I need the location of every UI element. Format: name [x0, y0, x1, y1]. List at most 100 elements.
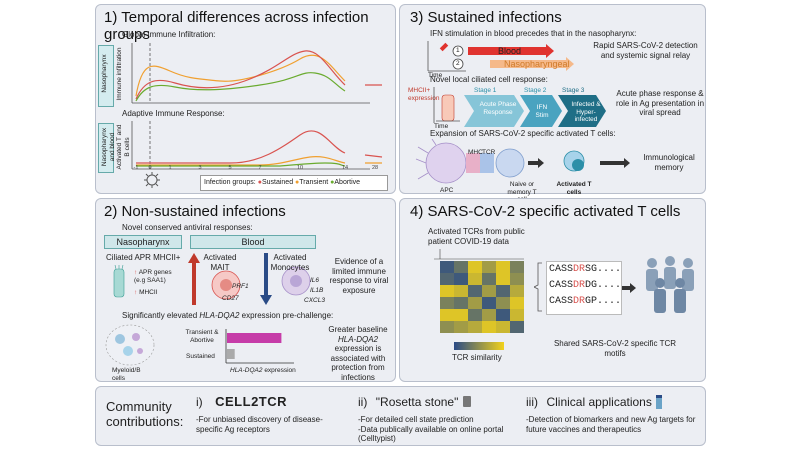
heatmap-cell	[454, 261, 468, 273]
tcr-label: TCR	[482, 149, 496, 156]
ifn-timeline	[427, 41, 574, 72]
heatmap-cell	[496, 285, 510, 297]
tcr-sequence-2: CASSDRDG....	[549, 280, 622, 291]
step-one: 1	[456, 47, 460, 54]
legend-item-sustained: ●Sustained	[257, 179, 294, 186]
tcr-sequence-3: CASSDRGP....	[549, 296, 622, 307]
panel1-title: 1) Temporal differences across infection…	[104, 9, 369, 43]
heatmap-cell	[482, 273, 496, 285]
heatmap-cell	[510, 285, 524, 297]
greater-baseline-text: Greater baseline HLA-DQA2 expression is …	[328, 325, 388, 382]
timepoint-tick: 1	[168, 165, 171, 171]
mhcii-label: ↑ MHCII	[134, 289, 158, 296]
clinical-title: Clinical applications	[546, 395, 652, 409]
heatmap-cell	[454, 309, 468, 321]
heatmap-cell	[468, 261, 482, 273]
stage-chevrons	[464, 95, 606, 127]
hla-bar-chart	[225, 329, 294, 364]
heatmap-cell	[454, 297, 468, 309]
up-arrow-icon: ↑	[134, 269, 138, 276]
expansion-label: Expansion of SARS-CoV-2 specific activat…	[430, 129, 616, 138]
heatmap-cell	[510, 309, 524, 321]
person-icon: ●	[295, 179, 300, 186]
tcr-sequence-1: CASSDRSG....	[549, 264, 622, 275]
tcell-expansion-diagram	[415, 139, 630, 184]
heatmap-cell	[440, 261, 454, 273]
time-label-2: Time	[434, 123, 449, 130]
tcr-similarity-label: TCR similarity	[452, 353, 502, 362]
naso-arrow-label: Nasopharyngeal	[504, 59, 570, 69]
infection-groups-legend: Infection groups: ●Sustained ●Transient …	[200, 175, 388, 191]
tcr-sequence-text: CASSDRDG	[549, 280, 598, 291]
heatmap-cell	[454, 273, 468, 285]
tcr-data-label: Activated TCRs from public patient COVID…	[428, 227, 525, 246]
heatmap-cell	[440, 285, 454, 297]
ciliated-apr-label: Ciliated APR MHCII+	[106, 253, 181, 262]
heatmap-cell	[468, 321, 482, 333]
heatmap-cell	[440, 297, 454, 309]
tcr-sequence-box: CASSDRSG.... CASSDRDG.... CASSDRGP....	[546, 261, 622, 315]
heatmap-cell	[510, 273, 524, 285]
panel4-title: 4) SARS-CoV-2 specific activated T cells	[410, 203, 681, 220]
acute-phase-text: Acute phase response & role in Ag presen…	[615, 89, 705, 117]
heatmap-cell	[468, 273, 482, 285]
heatmap-cell	[482, 321, 496, 333]
contribution-rosetta: ii) "Rosetta stone" -For detailed cell s…	[358, 393, 518, 444]
heatmap-cell	[482, 261, 496, 273]
stage-3-text: Infected & Hyper-infected	[571, 101, 601, 123]
heatmap-cell	[454, 285, 468, 297]
heatmap-cell	[468, 285, 482, 297]
timepoint-tick: 5	[228, 165, 231, 171]
person-icon: ●	[330, 179, 335, 186]
activated-tcells-label: Activated T cells	[556, 181, 592, 196]
community-title: Community contributions:	[106, 399, 184, 429]
time-label-1: Time	[428, 72, 443, 79]
hla-title: Significantly elevated HLA-DQA2 expressi…	[122, 311, 334, 320]
ciliated-cell-icon	[433, 87, 460, 123]
apc-label: APC	[440, 187, 454, 194]
blood-arrows	[188, 253, 311, 305]
bar-transient-abortive	[227, 333, 282, 343]
heatmap-cell	[440, 321, 454, 333]
myeloid-b-cells-icon	[105, 324, 155, 366]
virus-icon	[144, 172, 160, 188]
mait-gene-prf1: PRF1	[232, 283, 249, 290]
tcr-sequence-text: CASSDRGP	[549, 296, 598, 307]
timepoint-tick: 7	[258, 165, 261, 171]
timepoint-tick: -1	[134, 165, 139, 171]
adaptive-ylabel: Activated T and B cells	[116, 124, 131, 170]
mhc-label: MHC	[468, 149, 483, 156]
patient-group-icon	[646, 256, 694, 313]
contribution-cell2tcr: i) CELL2TCR -For unbiased discovery of d…	[196, 393, 346, 434]
clinical-desc: -Detection of biomarkers and new Ag targ…	[526, 415, 696, 434]
up-arrow-icon: ↑	[134, 289, 138, 296]
global-infiltration-chart	[131, 43, 382, 104]
timepoint-tick: 0	[148, 165, 151, 171]
heatmap-cell	[496, 297, 510, 309]
heatmap-cell	[482, 297, 496, 309]
ifn-label: IFN stimulation in blood precedes that i…	[430, 29, 637, 38]
heatmap-cell	[440, 273, 454, 285]
heatmap-cell	[440, 309, 454, 321]
contribution-clinical: iii) Clinical applications -Detection of…	[526, 394, 696, 434]
vial-icon	[656, 394, 663, 409]
person-icon: ●	[257, 179, 262, 186]
myeloid-b-cells-label: Myeloid/B cells	[112, 367, 141, 382]
mhcii-expression-label: MHCII+ expression	[408, 87, 440, 102]
mono-gene-cxcl3: CXCL3	[304, 297, 325, 304]
panel-tcells: 4) SARS-CoV-2 specific activated T cells…	[399, 198, 706, 382]
immunological-memory-text: Immunological memory	[643, 153, 695, 172]
heatmap-cell	[496, 273, 510, 285]
heatmap-cell	[496, 261, 510, 273]
novel-conserved-label: Novel conserved antiviral responses:	[122, 223, 253, 232]
heatmap-cell	[510, 297, 524, 309]
stone-icon	[462, 396, 471, 408]
adaptive-response-label: Adaptive Immune Response:	[122, 109, 225, 118]
panel-sustained: 3) Sustained infections IFN stimulation …	[399, 4, 706, 203]
legend-item-transient: ●Transient	[295, 179, 329, 186]
timepoint-tick: 10	[297, 165, 303, 171]
heatmap-cell	[482, 285, 496, 297]
apr-genes-label: ↑ APR genes (e.g SAA1)	[134, 269, 172, 284]
tcr-heatmap	[434, 249, 524, 333]
bracket-icon	[534, 262, 542, 312]
